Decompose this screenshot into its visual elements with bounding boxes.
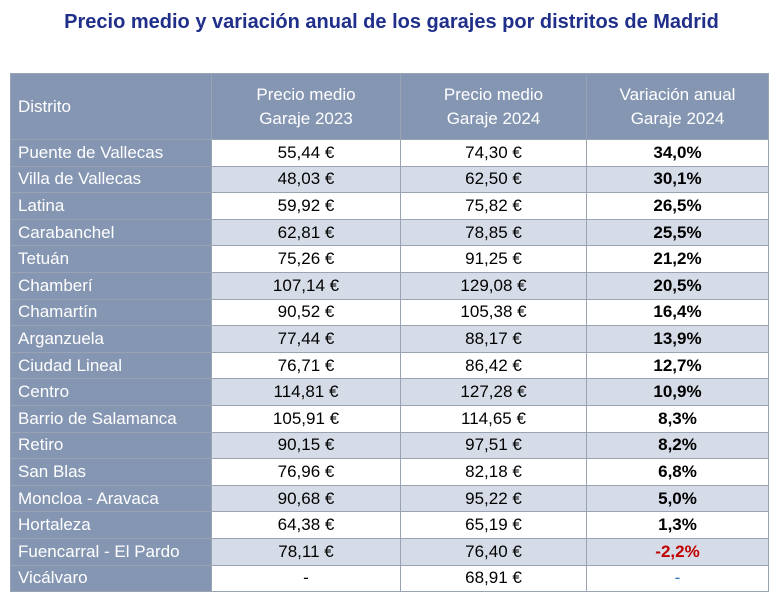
cell-distrito: Hortaleza <box>10 511 212 539</box>
cell-precio-2024: 62,50 € <box>400 165 587 194</box>
cell-variacion: 8,3% <box>586 404 769 433</box>
table-row: Puente de Vallecas 55,44 €74,30 €34,0% <box>10 139 769 167</box>
price-table: Distrito Precio medio Garaje 2023 Precio… <box>10 73 769 593</box>
cell-precio-2023: 107,14 € <box>211 271 401 300</box>
cell-variacion: 1,3% <box>586 511 769 539</box>
cell-precio-2023: 77,44 € <box>211 325 401 353</box>
cell-distrito: Fuencarral - El Pardo <box>10 537 212 566</box>
cell-distrito: Moncloa - Aravaca <box>10 484 212 513</box>
cell-precio-2024: 82,18 € <box>400 458 587 486</box>
cell-precio-2024: 97,51 € <box>400 431 587 460</box>
cell-precio-2023: - <box>211 564 401 593</box>
cell-distrito: San Blas <box>10 458 212 486</box>
cell-precio-2023: 64,38 € <box>211 511 401 539</box>
header-precio-2023-line2: Garaje 2023 <box>259 108 353 128</box>
table-row: Villa de Vallecas 48,03 €62,50 €30,1% <box>10 165 769 194</box>
cell-variacion: 13,9% <box>586 325 769 353</box>
header-precio-2023-line1: Precio medio <box>256 84 356 104</box>
cell-precio-2023: 90,68 € <box>211 484 401 513</box>
cell-precio-2024: 105,38 € <box>400 298 587 327</box>
cell-precio-2023: 59,92 € <box>211 192 401 220</box>
cell-precio-2023: 114,81 € <box>211 378 401 406</box>
table-row: Hortaleza 64,38 €65,19 €1,3% <box>10 511 769 539</box>
cell-precio-2024: 74,30 € <box>400 139 587 167</box>
cell-variacion: 21,2% <box>586 245 769 273</box>
header-precio-2024-line1: Precio medio <box>443 84 544 104</box>
cell-precio-2024: 129,08 € <box>400 271 587 300</box>
cell-precio-2023: 55,44 € <box>211 139 401 167</box>
cell-variacion: 26,5% <box>586 192 769 220</box>
cell-precio-2024: 76,40 € <box>400 537 587 566</box>
header-precio-2024-line2: Garaje 2024 <box>446 108 541 128</box>
table-row: Ciudad Lineal 76,71 €86,42 €12,7% <box>10 351 769 380</box>
header-variacion: Variación anual Garaje 2024 <box>586 73 769 140</box>
cell-distrito: Arganzuela <box>10 325 212 353</box>
header-precio-2024: Precio medio Garaje 2024 <box>400 73 587 140</box>
cell-variacion: 8,2% <box>586 431 769 460</box>
table-row: Moncloa - Aravaca 90,68 €95,22 €5,0% <box>10 484 769 513</box>
cell-precio-2024: 88,17 € <box>400 325 587 353</box>
cell-precio-2024: 78,85 € <box>400 218 587 247</box>
header-precio-2023: Precio medio Garaje 2023 <box>211 73 401 140</box>
cell-variacion: 10,9% <box>586 378 769 406</box>
cell-variacion: - <box>586 564 769 593</box>
cell-variacion: 25,5% <box>586 218 769 247</box>
cell-precio-2023: 62,81 € <box>211 218 401 247</box>
cell-precio-2023: 90,15 € <box>211 431 401 460</box>
cell-precio-2023: 48,03 € <box>211 165 401 194</box>
cell-distrito: Villa de Vallecas <box>10 165 212 194</box>
table-row: Barrio de Salamanca 105,91 €114,65 €8,3% <box>10 404 769 433</box>
table-row: Vicálvaro -68,91 € - <box>10 564 769 593</box>
cell-variacion: 5,0% <box>586 484 769 513</box>
table-row: Carabanchel 62,81 €78,85 €25,5% <box>10 218 769 247</box>
cell-precio-2024: 91,25 € <box>400 245 587 273</box>
cell-variacion: 30,1% <box>586 165 769 194</box>
cell-precio-2024: 86,42 € <box>400 351 587 380</box>
cell-distrito: Vicálvaro <box>10 564 212 593</box>
cell-variacion: 20,5% <box>586 271 769 300</box>
table-row: San Blas 76,96 €82,18 €6,8% <box>10 458 769 486</box>
table-row: Fuencarral - El Pardo 78,11 €76,40 € -2,2% <box>10 537 769 566</box>
cell-distrito: Carabanchel <box>10 218 212 247</box>
cell-precio-2024: 75,82 € <box>400 192 587 220</box>
cell-precio-2024: 68,91 € <box>400 564 587 593</box>
cell-precio-2024: 127,28 € <box>400 378 587 406</box>
cell-variacion: 6,8% <box>586 458 769 486</box>
cell-variacion: 34,0% <box>586 139 769 167</box>
table-row: Arganzuela 77,44 €88,17 €13,9% <box>10 325 769 353</box>
cell-distrito: Retiro <box>10 431 212 460</box>
header-row: Distrito Precio medio Garaje 2023 Precio… <box>10 73 769 140</box>
cell-distrito: Latina <box>10 192 212 220</box>
table-row: Centro 114,81 €127,28 €10,9% <box>10 378 769 406</box>
cell-precio-2023: 90,52 € <box>211 298 401 327</box>
header-variacion-line1: Variación anual <box>619 84 736 104</box>
chart-title: Precio medio y variación anual de los ga… <box>64 11 719 33</box>
cell-precio-2023: 75,26 € <box>211 245 401 273</box>
cell-distrito: Tetuán <box>10 245 212 273</box>
cell-distrito: Barrio de Salamanca <box>10 404 212 433</box>
cell-distrito: Centro <box>10 378 212 406</box>
cell-distrito: Chamartín <box>10 298 212 327</box>
table-row: Latina 59,92 €75,82 €26,5% <box>10 192 769 220</box>
cell-precio-2023: 78,11 € <box>211 537 401 566</box>
cell-precio-2023: 105,91 € <box>211 404 401 433</box>
table-row: Retiro 90,15 €97,51 €8,2% <box>10 431 769 460</box>
cell-distrito: Puente de Vallecas <box>10 139 212 167</box>
cell-distrito: Chamberí <box>10 271 212 300</box>
cell-variacion: 12,7% <box>586 351 769 380</box>
table-row: Chamberí 107,14 €129,08 €20,5% <box>10 271 769 300</box>
header-distrito: Distrito <box>10 73 212 140</box>
cell-distrito: Ciudad Lineal <box>10 351 212 380</box>
cell-precio-2024: 95,22 € <box>400 484 587 513</box>
table-row: Chamartín 90,52 €105,38 €16,4% <box>10 298 769 327</box>
cell-variacion: 16,4% <box>586 298 769 327</box>
table-body: Puente de Vallecas 55,44 €74,30 €34,0% Vil… <box>10 139 769 593</box>
cell-variacion: -2,2% <box>586 537 769 566</box>
cell-precio-2023: 76,71 € <box>211 351 401 380</box>
cell-precio-2023: 76,96 € <box>211 458 401 486</box>
cell-precio-2024: 65,19 € <box>400 511 587 539</box>
table-row: Tetuán 75,26 €91,25 €21,2% <box>10 245 769 273</box>
header-variacion-line2: Garaje 2024 <box>630 108 725 128</box>
cell-precio-2024: 114,65 € <box>400 404 587 433</box>
